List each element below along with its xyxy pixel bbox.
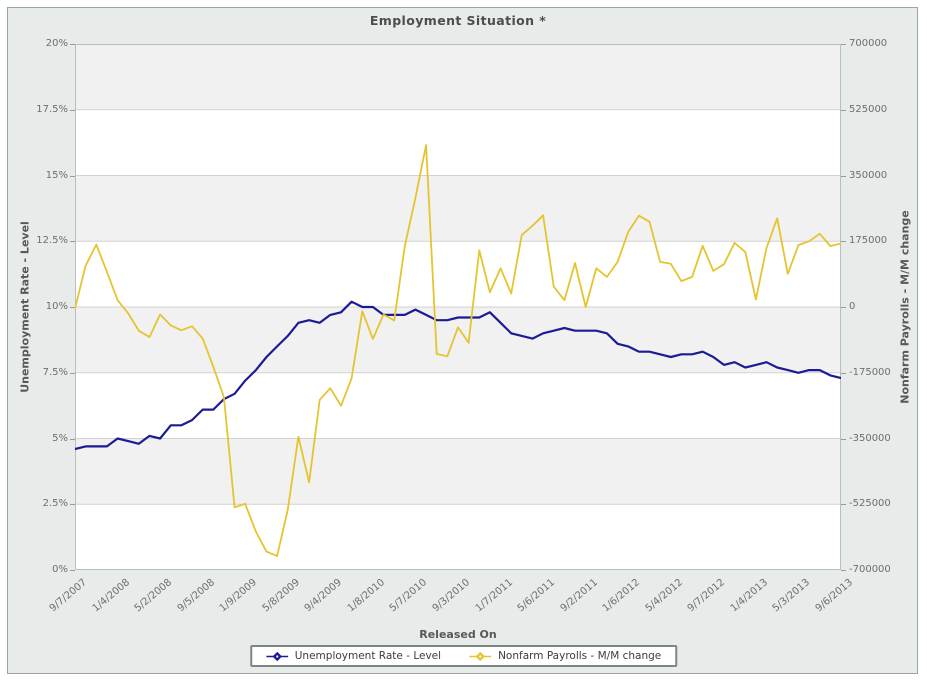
y-right-tick-label: -700000 <box>849 564 891 575</box>
y-left-tick <box>70 438 75 440</box>
y-right-tick <box>841 570 846 571</box>
y-right-tick <box>841 44 846 45</box>
y-left-tick-label: 5% <box>52 432 68 444</box>
y-axis-right-title: Nonfarm Payrolls - M/M change <box>898 210 912 404</box>
y-left-tick <box>70 570 75 571</box>
y-left-tick-label: 17.5% <box>36 103 68 115</box>
plot-band <box>75 175 841 242</box>
y-left-tick-label: 12.5% <box>36 235 68 247</box>
y-left-tick-label: 20% <box>45 38 68 49</box>
y-left-tick <box>70 175 75 177</box>
plot-area[interactable] <box>75 44 841 570</box>
diamond-line-marker-icon <box>469 651 492 661</box>
y-right-tick-label: 175000 <box>849 235 888 247</box>
y-left-tick <box>70 504 75 506</box>
plot-band <box>75 504 841 570</box>
unemployment-series-line <box>75 300 841 451</box>
legend-label: Nonfarm Payrolls - M/M change <box>498 650 662 662</box>
y-right-tick <box>841 372 846 374</box>
chart-legend: Unemployment Rate - Level Nonfarm Payrol… <box>249 645 678 667</box>
y-right-tick-label: -350000 <box>849 432 891 444</box>
x-axis-title: Released On <box>419 628 497 641</box>
y-left-tick-label: 10% <box>45 301 68 312</box>
plot-band <box>75 44 841 110</box>
legend-item-payrolls[interactable]: Nonfarm Payrolls - M/M change <box>469 650 661 662</box>
diamond-line-marker-icon <box>265 651 288 661</box>
y-right-tick <box>841 175 846 177</box>
y-right-tick-label: 700000 <box>849 38 888 49</box>
legend-item-unemployment[interactable]: Unemployment Rate - Level <box>265 650 442 662</box>
y-right-tick-label: -175000 <box>849 366 891 378</box>
y-left-tick-label: 7.5% <box>42 366 68 378</box>
chart-title: Employment Situation * <box>369 13 547 28</box>
y-left-tick-label: 2.5% <box>42 498 68 510</box>
y-right-tick-label: 525000 <box>849 103 888 115</box>
y-right-tick <box>841 438 846 440</box>
legend-label: Unemployment Rate - Level <box>294 650 442 662</box>
plot-band <box>75 241 841 307</box>
y-right-tick <box>841 307 846 308</box>
plot-band <box>75 372 841 439</box>
y-right-tick <box>841 504 846 506</box>
y-left-tick-label: 15% <box>45 169 68 181</box>
y-left-tick-label: 0% <box>52 564 68 575</box>
y-right-tick-label: 0 <box>849 301 856 312</box>
y-left-tick <box>70 241 75 243</box>
y-left-tick <box>70 109 75 111</box>
plot-band <box>75 109 841 176</box>
y-right-tick <box>841 241 846 243</box>
y-right-tick <box>841 109 846 111</box>
y-left-tick <box>70 307 75 308</box>
y-left-tick <box>70 372 75 374</box>
y-right-tick-label: 350000 <box>849 169 888 181</box>
payrolls-series-line <box>75 144 841 557</box>
y-right-tick-label: -525000 <box>849 498 891 510</box>
y-left-tick <box>70 44 75 45</box>
plot-band <box>75 438 841 505</box>
